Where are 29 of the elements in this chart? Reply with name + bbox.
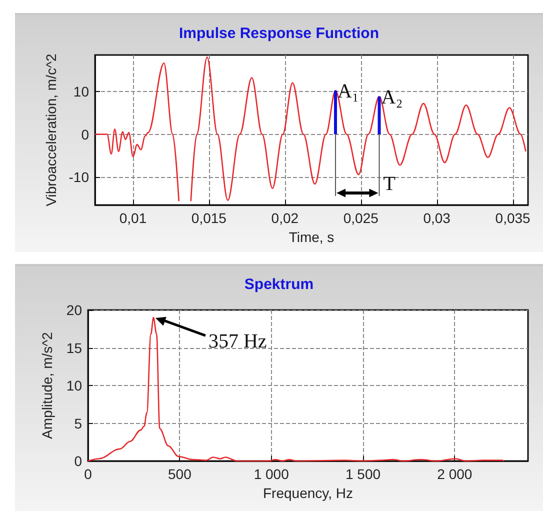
x-tick-label: 500 [168,466,192,482]
line-series [87,316,505,462]
y-axis-title: Amplitude, m/s^2 [39,332,55,439]
x-tick-label: 1 500 [345,466,381,482]
y-tick-label: 15 [66,340,82,356]
annotation: A₁ [338,80,359,103]
y-tick-label: -10 [68,169,90,186]
x-tick-label: 0,015 [191,210,227,226]
x-tick-label: 1 000 [254,466,290,482]
annotation: T [383,173,396,195]
y-tick-label: 0 [74,453,82,469]
y-tick-label: 10 [66,378,82,394]
x-tick-label: 0,025 [343,210,379,226]
x-tick-label: 0,03 [423,210,451,226]
x-axis-title: Time, s [288,228,334,245]
x-tick-label: 2 000 [437,466,472,482]
x-axis-title: Frequency, Hz [263,484,353,501]
chart-title: Impulse Response Function [178,25,380,42]
x-tick-label: 0,01 [119,210,147,226]
y-tick-label: 5 [74,415,82,432]
x-tick-label: 0,035 [495,210,531,226]
annotation: 357 Hz [208,330,267,353]
y-tick-label: 10 [73,83,90,100]
y-tick-label: 0 [81,126,90,142]
x-tick-label: 0,02 [271,210,299,226]
annotation: A₂ [381,86,403,109]
y-axis-title: Vibroacceleration, m/c^2 [42,53,59,206]
chart-title: Spektrum [244,276,314,293]
y-tick-label: 20 [66,302,82,318]
